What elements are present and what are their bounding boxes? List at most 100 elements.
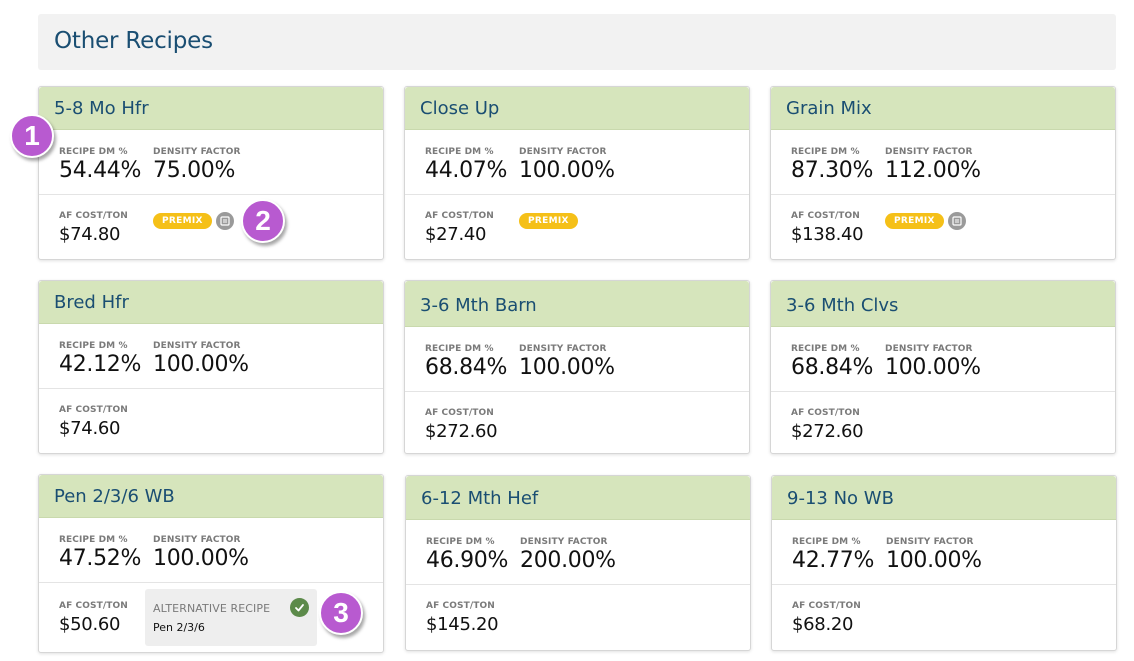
recipe-card[interactable]: 3-6 Mth Clvs RECIPE DM % 68.84% DENSITY … [770, 280, 1116, 454]
density-factor-value: 100.00% [519, 355, 615, 380]
card-header: Grain Mix [771, 87, 1115, 130]
density-factor-label: DENSITY FACTOR [520, 537, 608, 547]
af-cost-value: $27.40 [425, 224, 487, 245]
af-cost-label: AF COST/TON [425, 408, 494, 418]
recipe-card[interactable]: Pen 2/3/6 WB RECIPE DM % 47.52% DENSITY … [38, 474, 384, 653]
recipe-name[interactable]: 6-12 Mth Hef [421, 488, 539, 509]
recipe-card[interactable]: 5-8 Mo Hfr RECIPE DM % 54.44% DENSITY FA… [38, 86, 384, 260]
divider [39, 388, 383, 389]
density-factor-value: 100.00% [886, 548, 982, 573]
divider [39, 194, 383, 195]
callout-badge: 3 [319, 591, 363, 635]
premix-badge: PREMIX [519, 213, 578, 229]
alternative-recipe-box[interactable]: ALTERNATIVE RECIPE Pen 2/3/6 [145, 589, 317, 646]
recipe-dm-value: 54.44% [59, 158, 142, 183]
recipe-name[interactable]: 3-6 Mth Clvs [786, 295, 899, 316]
density-factor-label: DENSITY FACTOR [885, 147, 973, 157]
recipe-name[interactable]: Bred Hfr [54, 292, 129, 313]
card-header: 3-6 Mth Barn [405, 281, 749, 327]
recipe-dm-value: 47.52% [59, 546, 142, 571]
card-header: Bred Hfr [39, 281, 383, 324]
card-header: 5-8 Mo Hfr [39, 87, 383, 130]
recipe-dm-value: 87.30% [791, 158, 874, 183]
recipe-dm-value: 68.84% [425, 355, 508, 380]
premix-badge: PREMIX [153, 213, 212, 229]
recipe-dm-label: RECIPE DM % [425, 147, 494, 157]
density-factor-value: 200.00% [520, 548, 616, 573]
density-factor-value: 100.00% [153, 352, 249, 377]
recipe-name[interactable]: 5-8 Mo Hfr [54, 98, 149, 119]
recipe-dm-value: 42.12% [59, 352, 142, 377]
density-factor-label: DENSITY FACTOR [153, 341, 241, 351]
recipe-dm-value: 44.07% [425, 158, 508, 183]
density-factor-label: DENSITY FACTOR [885, 344, 973, 354]
af-cost-label: AF COST/TON [426, 601, 495, 611]
divider [406, 584, 750, 585]
recipe-name[interactable]: 9-13 No WB [787, 488, 894, 509]
af-cost-label: AF COST/TON [791, 408, 860, 418]
density-factor-value: 100.00% [519, 158, 615, 183]
divider [771, 391, 1115, 392]
af-cost-value: $74.80 [59, 224, 121, 245]
af-cost-value: $68.20 [792, 614, 854, 635]
check-icon [290, 598, 309, 617]
card-header: 6-12 Mth Hef [406, 476, 750, 520]
recipe-name[interactable]: Grain Mix [786, 98, 872, 119]
density-factor-value: 75.00% [153, 158, 236, 183]
recipe-dm-label: RECIPE DM % [425, 344, 494, 354]
af-cost-value: $272.60 [425, 421, 498, 442]
divider [771, 194, 1115, 195]
recipe-name[interactable]: 3-6 Mth Barn [420, 295, 537, 316]
recipe-card[interactable]: Grain Mix RECIPE DM % 87.30% DENSITY FAC… [770, 86, 1116, 260]
recipe-dm-label: RECIPE DM % [59, 147, 128, 157]
af-cost-label: AF COST/TON [59, 211, 128, 221]
density-factor-label: DENSITY FACTOR [886, 537, 974, 547]
recipe-dm-label: RECIPE DM % [426, 537, 495, 547]
alternative-recipe-label: ALTERNATIVE RECIPE [153, 602, 271, 615]
recipe-name[interactable]: Close Up [420, 98, 500, 119]
recipe-dm-value: 42.77% [792, 548, 875, 573]
card-header: 3-6 Mth Clvs [771, 281, 1115, 327]
density-factor-label: DENSITY FACTOR [519, 344, 607, 354]
density-factor-value: 100.00% [885, 355, 981, 380]
density-factor-label: DENSITY FACTOR [519, 147, 607, 157]
recipe-dm-label: RECIPE DM % [59, 535, 128, 545]
recipe-card[interactable]: 9-13 No WB RECIPE DM % 42.77% DENSITY FA… [771, 475, 1117, 651]
recipe-dm-value: 46.90% [426, 548, 509, 573]
density-factor-label: DENSITY FACTOR [153, 147, 241, 157]
density-factor-label: DENSITY FACTOR [153, 535, 241, 545]
af-cost-label: AF COST/TON [792, 601, 861, 611]
density-factor-value: 112.00% [885, 158, 981, 183]
section-header: Other Recipes [38, 14, 1116, 70]
density-factor-value: 100.00% [153, 546, 249, 571]
section-title: Other Recipes [54, 28, 213, 54]
recipe-dm-label: RECIPE DM % [791, 147, 860, 157]
premix-badge: PREMIX [885, 213, 944, 229]
divider [772, 584, 1116, 585]
callout-badge: 1 [10, 114, 54, 158]
recipe-card[interactable]: Close Up RECIPE DM % 44.07% DENSITY FACT… [404, 86, 750, 260]
af-cost-label: AF COST/TON [59, 405, 128, 415]
callout-badge: 2 [241, 199, 285, 243]
recipe-name[interactable]: Pen 2/3/6 WB [54, 486, 175, 507]
card-header: 9-13 No WB [772, 476, 1116, 520]
recipe-dm-label: RECIPE DM % [791, 344, 860, 354]
divider [39, 582, 383, 583]
document-icon[interactable] [948, 212, 966, 230]
recipe-card[interactable]: Bred Hfr RECIPE DM % 42.12% DENSITY FACT… [38, 280, 384, 454]
af-cost-value: $272.60 [791, 421, 864, 442]
divider [405, 391, 749, 392]
document-icon[interactable] [216, 212, 234, 230]
recipe-card[interactable]: 3-6 Mth Barn RECIPE DM % 68.84% DENSITY … [404, 280, 750, 454]
recipe-card[interactable]: 6-12 Mth Hef RECIPE DM % 46.90% DENSITY … [405, 475, 751, 651]
card-header: Close Up [405, 87, 749, 130]
af-cost-value: $74.60 [59, 418, 121, 439]
alternative-recipe-name: Pen 2/3/6 [153, 621, 205, 634]
af-cost-value: $145.20 [426, 614, 499, 635]
af-cost-label: AF COST/TON [59, 601, 128, 611]
divider [405, 194, 749, 195]
card-header: Pen 2/3/6 WB [39, 475, 383, 518]
recipe-dm-label: RECIPE DM % [792, 537, 861, 547]
af-cost-value: $138.40 [791, 224, 864, 245]
af-cost-label: AF COST/TON [425, 211, 494, 221]
